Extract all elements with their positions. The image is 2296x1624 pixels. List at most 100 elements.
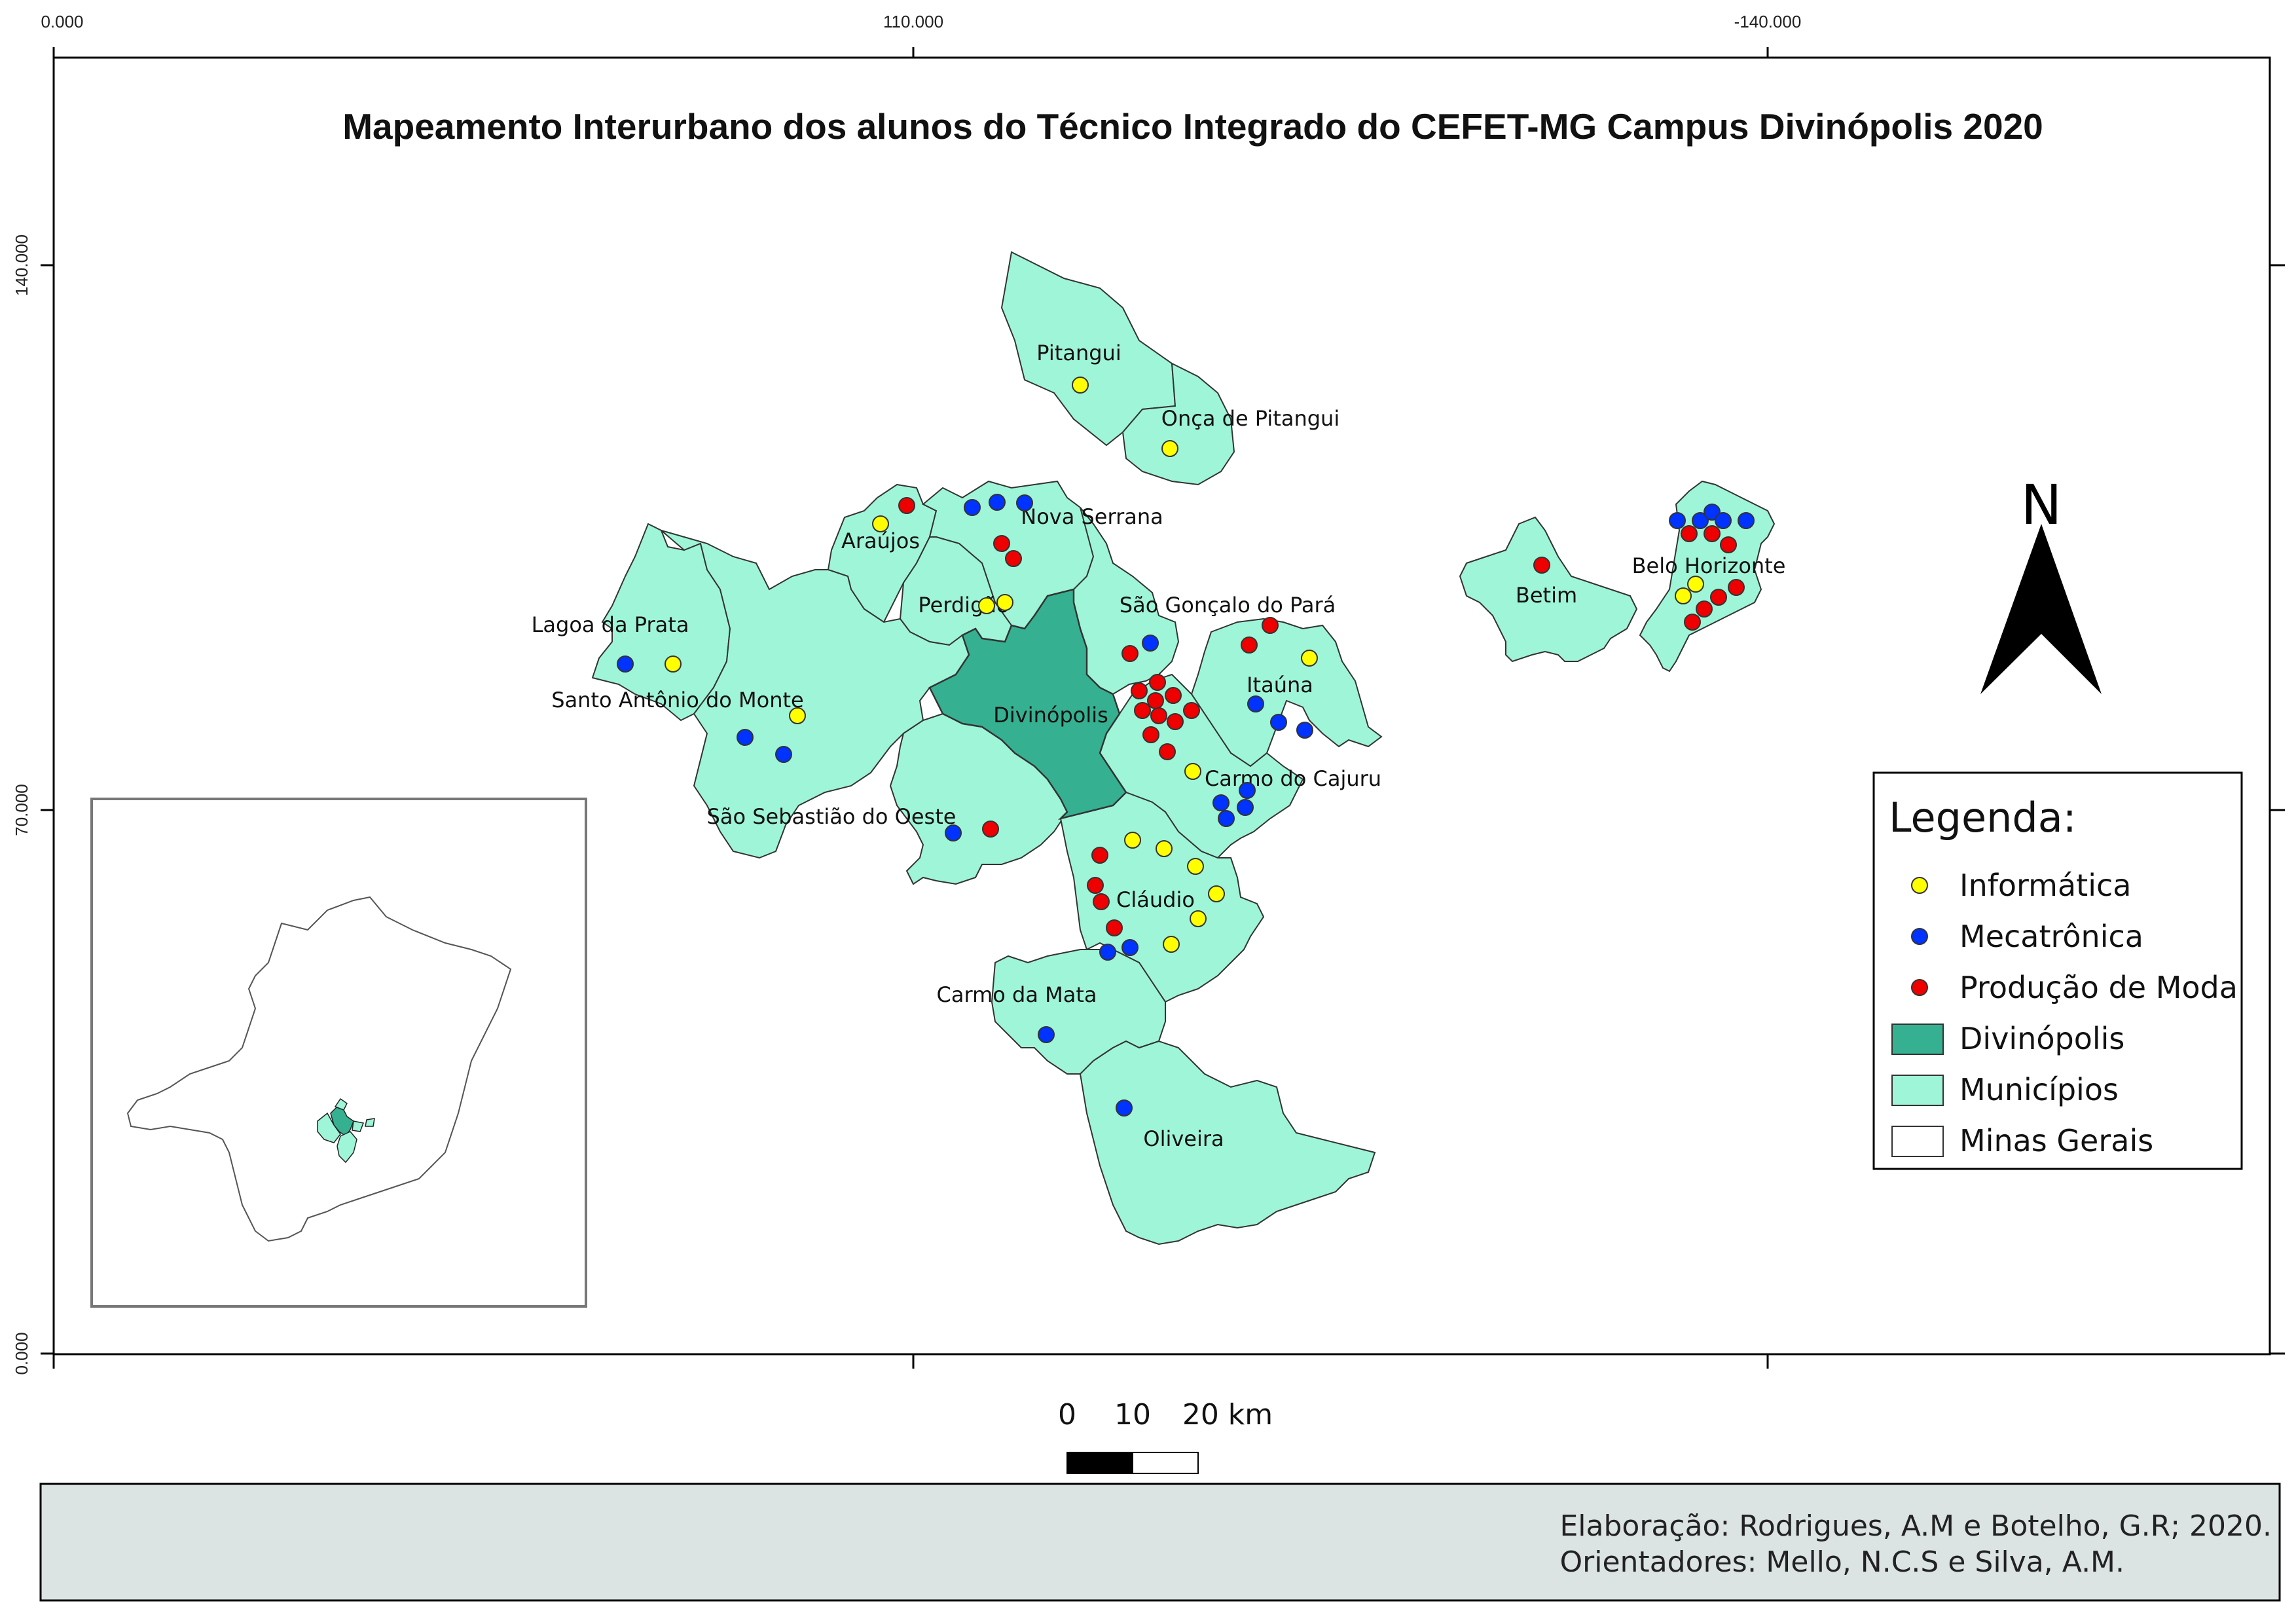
student-point-mecatronica [1016,494,1033,511]
student-point-moda [1005,550,1022,567]
legend-label-moda: Produção de Moda [1959,970,2238,1005]
municipality-divinopolis [928,588,1127,821]
scale-label-10: 10 [1114,1398,1151,1431]
scale-segment-black [1066,1452,1133,1474]
municipalities-layer [591,251,1776,1246]
city-label-belo-horizonte: Belo Horizonte [1632,553,1786,578]
student-point-mecatronica [945,824,962,841]
student-point-informatica [996,594,1013,611]
municipality-onca-pitangui [1121,362,1235,486]
student-point-moda [1720,536,1737,553]
credits-background [39,1483,2281,1602]
north-arrow-left [1980,524,2041,694]
student-point-moda [1533,557,1550,574]
legend-label-mecatronica: Mecatrônica [1959,919,2143,954]
legend-label-minas-gerais: Minas Gerais [1959,1123,2153,1158]
city-label-carmo-cajuru: Carmo do Cajuru [1205,766,1381,791]
student-point-mecatronica [1038,1026,1055,1043]
student-point-informatica [1187,858,1204,875]
student-point-moda [1087,877,1104,894]
legend-symbol-minas-gerais [1891,1126,1944,1157]
student-point-informatica [1675,587,1692,604]
student-point-mecatronica [617,655,634,673]
legend-label-municipios: Municípios [1959,1072,2119,1107]
student-point-moda [1165,687,1182,704]
municipality-claudio [1059,791,1265,1003]
student-point-mecatronica [1692,512,1709,529]
student-point-mecatronica [1212,794,1230,811]
city-label-onca-pitangui: Onça de Pitangui [1161,406,1339,431]
student-point-moda [1134,702,1151,719]
municipality-betim [1459,516,1638,663]
student-point-mecatronica [964,499,981,516]
city-label-nova-serrana: Nova Serrana [1021,504,1163,529]
student-point-moda [1684,614,1701,631]
city-label-pitangui: Pitangui [1036,341,1121,365]
city-labels: Pitangui Onça de Pitangui Araújos Nova S… [532,341,1786,1151]
inset-study-area [317,1098,375,1164]
student-point-informatica [1184,763,1201,780]
scale-label-20: 20 km [1182,1398,1273,1431]
student-point-informatica [1163,936,1180,953]
student-point-moda [1241,637,1258,654]
city-label-betim: Betim [1516,583,1577,608]
legend-symbol-divinopolis [1891,1024,1944,1055]
student-point-mecatronica [1270,714,1287,731]
student-point-informatica [665,655,682,673]
city-label-lagoa-prata: Lagoa da Prata [532,612,689,637]
student-point-moda [982,821,999,838]
credits-line-1: Elaboração: Rodrigues, A.M e Botelho, G.… [1560,1509,2272,1543]
student-point-mecatronica [989,494,1006,511]
student-point-mecatronica [1099,944,1116,961]
student-point-informatica [1190,910,1207,927]
student-point-moda [1262,617,1279,634]
student-point-moda [1159,743,1176,760]
legend-symbol-mecatronica [1911,928,1928,945]
student-point-moda [1167,713,1184,730]
student-point-moda [1183,702,1200,719]
municipality-belo-horizonte [1639,480,1776,673]
student-point-mecatronica [1738,512,1755,529]
student-point-moda [1710,589,1727,606]
student-points [617,377,1755,1116]
city-label-itauna: Itaúna [1247,673,1313,697]
legend-title: Legenda: [1889,794,2077,841]
map-frame [52,56,2271,1356]
student-point-mecatronica [1704,504,1721,521]
student-point-mecatronica [1142,635,1159,652]
scale-bar: 0 10 20 km [1058,1398,1273,1474]
student-point-moda [1142,726,1159,743]
city-label-sao-sebastiao-oeste: São Sebastião do Oeste [707,804,957,829]
inset-map-frame [90,798,587,1308]
student-point-moda [1728,579,1745,596]
frame-ticks [41,47,2285,1369]
credits-box: Elaboração: Rodrigues, A.M e Botelho, G.… [39,1483,2281,1602]
student-point-moda [1149,674,1166,691]
student-point-moda [1093,893,1110,910]
student-point-mecatronica [1669,512,1686,529]
left-tick-2: 0.000 [12,1332,31,1375]
city-label-divinopolis: Divinópolis [993,703,1108,728]
scale-label-0: 0 [1058,1398,1076,1431]
city-label-claudio: Cláudio [1116,887,1195,912]
student-point-informatica [1124,832,1141,849]
student-point-moda [993,535,1010,552]
legend-symbol-informatica [1911,877,1928,894]
credits-line-2: Orientadores: Mello, N.C.S e Silva, A.M. [1560,1545,2124,1579]
student-point-moda [1704,525,1721,542]
city-label-santo-antonio-monte: Santo Antônio do Monte [551,688,803,712]
city-label-carmo-mata: Carmo da Mata [937,982,1097,1007]
student-point-mecatronica [1247,695,1264,712]
legend-label-divinopolis: Divinópolis [1959,1021,2124,1056]
left-tick-1: 70.000 [12,784,31,836]
city-label-sao-goncalo-para: São Gonçalo do Pará [1120,593,1336,618]
scale-segment-white [1132,1452,1199,1474]
student-point-mecatronica [1121,939,1139,956]
student-point-informatica [1208,885,1225,902]
student-point-moda [1147,692,1164,709]
legend: Legenda: Informática Mecatrônica Produçã… [1872,771,2243,1170]
student-point-moda [1121,645,1139,662]
student-point-moda [1150,707,1167,724]
legend-symbol-municipios [1891,1075,1944,1106]
